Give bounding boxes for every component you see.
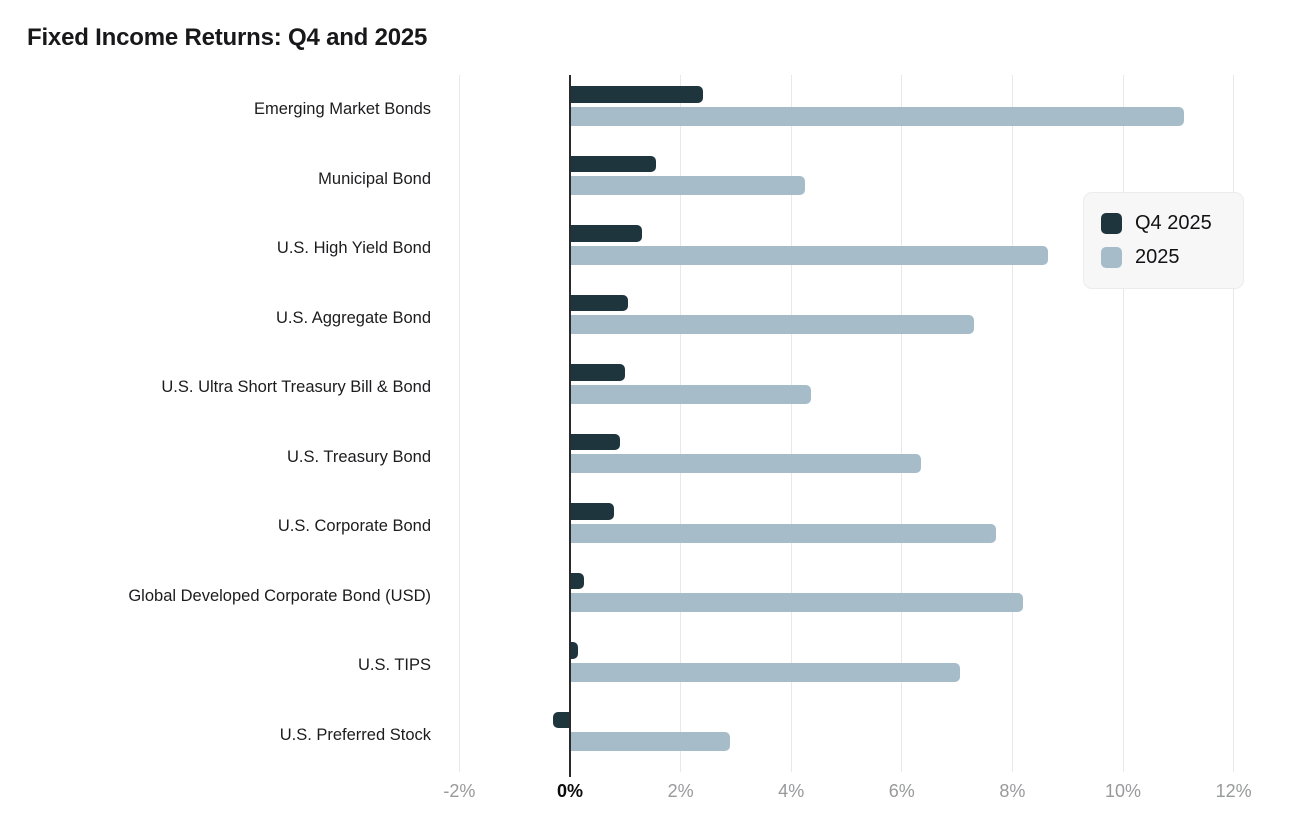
- bar-2025-5: [570, 454, 922, 473]
- bar-2025-6: [570, 523, 996, 543]
- bar-q4-2025-2: [570, 225, 642, 242]
- bar-q4-2025-9: [553, 711, 570, 728]
- legend-swatch-2025-icon: [1101, 247, 1122, 268]
- bar-2025-3: [570, 315, 974, 334]
- category-label: U.S. Treasury Bond: [287, 447, 431, 466]
- bar-2025-0: [570, 106, 1184, 126]
- category-label: Global Developed Corporate Bond (USD): [128, 586, 431, 605]
- legend-item-q4-2025[interactable]: Q4 2025: [1101, 212, 1243, 235]
- x-axis-tick-label: 4%: [778, 781, 805, 801]
- bar-q4-2025-1: [570, 155, 656, 172]
- x-axis-tick-label: 2%: [667, 781, 694, 801]
- gridline-8%: [1011, 75, 1013, 772]
- zero-axis-line: [569, 75, 571, 777]
- category-label: U.S. Ultra Short Treasury Bill & Bond: [161, 378, 431, 397]
- bar-q4-2025-4: [570, 364, 626, 381]
- bar-q4-2025-0: [570, 86, 703, 103]
- legend-item-2025[interactable]: 2025: [1101, 246, 1243, 269]
- bar-q4-2025-6: [570, 503, 615, 520]
- category-label: Emerging Market Bonds: [254, 100, 431, 119]
- bar-2025-7: [570, 593, 1024, 612]
- bar-2025-9: [570, 732, 731, 751]
- bar-2025-8: [570, 662, 960, 682]
- category-label: Municipal Bond: [318, 169, 431, 188]
- x-axis-tick-label: 10%: [1104, 781, 1142, 801]
- gridline--2%: [458, 75, 460, 772]
- bar-q4-2025-3: [570, 294, 629, 311]
- bar-q4-2025-7: [570, 572, 584, 589]
- gridline-4%: [790, 75, 792, 772]
- legend-label-2025: 2025: [1135, 246, 1180, 268]
- x-axis-tick-label: 12%: [1215, 781, 1252, 801]
- bar-2025-1: [570, 176, 806, 195]
- bar-2025-2: [570, 245, 1049, 265]
- gridline-6%: [901, 75, 903, 772]
- category-label: U.S. TIPS: [357, 656, 431, 675]
- category-label: U.S. Preferred Stock: [279, 725, 431, 744]
- gridline-10%: [1122, 75, 1124, 772]
- category-label: U.S. High Yield Bond: [276, 239, 431, 258]
- legend-swatch-q4-2025-icon: [1101, 213, 1122, 234]
- bar-q4-2025-5: [570, 433, 620, 450]
- category-label: U.S. Corporate Bond: [277, 517, 431, 536]
- legend-label-q4-2025: Q4 2025: [1135, 212, 1212, 234]
- chart-title: Fixed Income Returns: Q4 and 2025: [27, 24, 428, 51]
- legend: Q4 2025 2025: [1083, 192, 1244, 289]
- x-axis-tick-label: -2%: [443, 781, 476, 801]
- x-axis-tick-label: 6%: [888, 781, 915, 801]
- gridline-2%: [680, 75, 682, 772]
- bar-2025-4: [570, 384, 811, 404]
- category-label: U.S. Aggregate Bond: [275, 308, 431, 327]
- x-axis-tick-label: 8%: [999, 781, 1026, 801]
- gridline-12%: [1233, 75, 1235, 772]
- x-axis-tick-label: 0%: [556, 781, 584, 801]
- bar-q4-2025-8: [570, 642, 579, 659]
